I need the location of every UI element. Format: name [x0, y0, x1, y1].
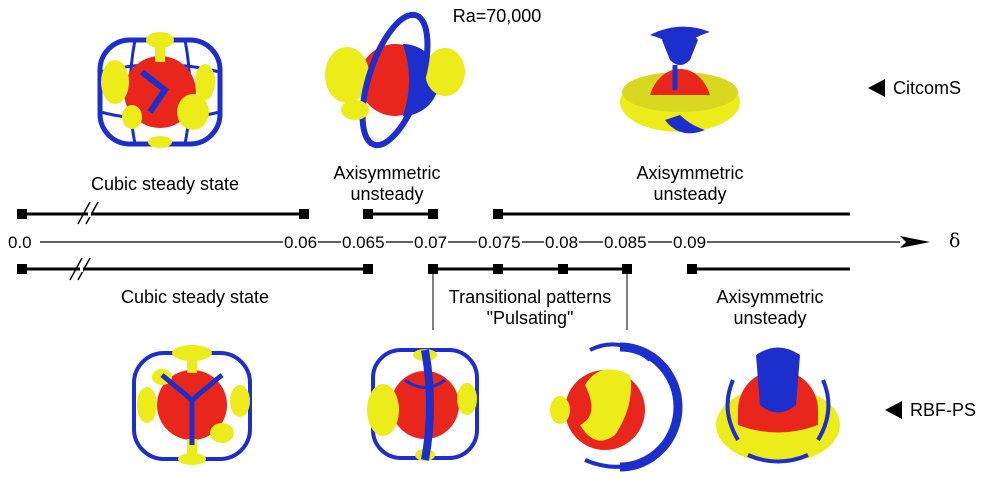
- citcoms-regime-axisymmetric-2: Axisymmetric unsteady: [636, 163, 744, 204]
- rbfps-cubic-render: [132, 345, 252, 465]
- rbfps-label: RBF-PS: [910, 400, 977, 420]
- rbfps-bars: [17, 257, 850, 330]
- citcoms-regime-cubic: Cubic steady state: [90, 174, 240, 194]
- rbfps-pointer-icon: [885, 401, 902, 419]
- rbfps-regime-cubic: Cubic steady state: [120, 287, 270, 307]
- delta-axis-symbol: δ: [949, 230, 961, 252]
- citcoms-cubic-render: [97, 32, 223, 148]
- tick-label: 0.08: [544, 233, 580, 253]
- rbfps-axisymmetric-render: [716, 347, 840, 464]
- citcoms-regime-axisymmetric-1: Axisymmetric unsteady: [333, 163, 441, 204]
- rbfps-regime-transitional: Transitional patterns "Pulsating": [448, 287, 612, 328]
- tick-label: 0.07: [413, 233, 449, 253]
- citcoms-axisymmetric-render-1: [325, 11, 465, 149]
- rbfps-transitional-render-2: [550, 342, 683, 472]
- citcoms-axisymmetric-render-2: [620, 26, 740, 134]
- tick-label: 0.075: [477, 233, 522, 253]
- citcoms-bars: [17, 201, 850, 225]
- citcoms-label: CitcomS: [893, 78, 962, 98]
- tick-label: 0.0: [7, 233, 33, 253]
- tick-label: 0.085: [603, 233, 648, 253]
- tick-label: 0.065: [341, 233, 386, 253]
- diagram-title: Ra=70,000: [452, 6, 542, 26]
- delta-axis-arrow: [900, 236, 930, 248]
- tick-label: 0.06: [283, 233, 319, 253]
- rbfps-transitional-render-1: [367, 348, 479, 461]
- tick-label: 0.09: [672, 233, 708, 253]
- citcoms-pointer-icon: [868, 79, 885, 97]
- rbfps-regime-axisymmetric: Axisymmetric unsteady: [716, 287, 824, 328]
